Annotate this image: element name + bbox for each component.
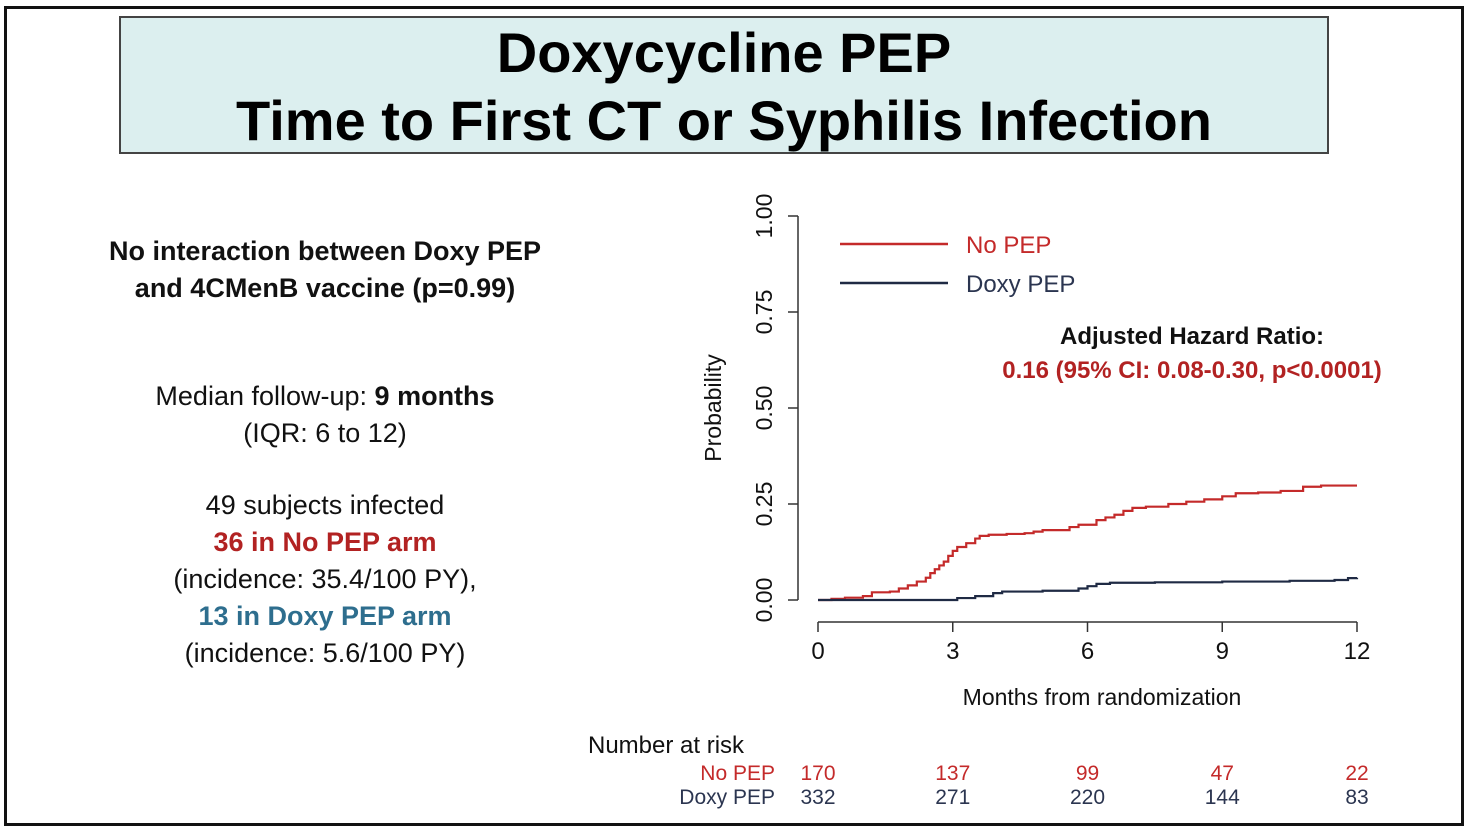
series-line-doxy-pep (818, 577, 1359, 602)
x-tick-label: 9 (1216, 638, 1229, 665)
risk-value-doxy-pep: 144 (1205, 786, 1240, 809)
x-tick-label: 3 (946, 638, 959, 665)
interaction-note: No interaction between Doxy PEP and 4CMe… (70, 233, 580, 307)
followup-value: 9 months (374, 381, 495, 411)
y-axis-label: Probability (700, 354, 726, 462)
title-box: Doxycycline PEP Time to First CT or Syph… (119, 16, 1329, 154)
y-tick-label: 0.00 (751, 578, 777, 623)
hazard-ratio-value: 0.16 (95% CI: 0.08-0.30, p<0.0001) (1002, 357, 1382, 384)
x-tick-label: 6 (1081, 638, 1094, 665)
x-tick-label: 12 (1344, 638, 1371, 665)
followup-iqr: (IQR: 6 to 12) (243, 418, 407, 448)
interaction-line-2: and 4CMenB vaccine (p=0.99) (134, 273, 516, 303)
infected-total: 49 subjects infected (205, 490, 445, 520)
followup-prefix: Median follow-up: (155, 381, 375, 411)
no-pep-count: 36 in No PEP arm (213, 527, 437, 557)
risk-row-label-doxy-pep: Doxy PEP (679, 786, 775, 809)
risk-value-no-pep: 99 (1076, 762, 1099, 785)
doxy-count: 13 in Doxy PEP arm (198, 601, 452, 631)
risk-value-no-pep: 47 (1211, 762, 1234, 785)
risk-value-no-pep: 137 (935, 762, 970, 785)
title-line-2: Time to First CT or Syphilis Infection (236, 89, 1212, 152)
risk-value-no-pep: 170 (800, 762, 835, 785)
y-tick-label: 0.25 (751, 482, 777, 527)
risk-value-doxy-pep: 83 (1345, 786, 1368, 809)
risk-value-doxy-pep: 220 (1070, 786, 1105, 809)
x-tick-label: 0 (811, 638, 824, 665)
legend-label-doxy-pep: Doxy PEP (966, 271, 1075, 298)
title-line-1: Doxycycline PEP (496, 21, 952, 84)
infected-block: 49 subjects infected 36 in No PEP arm (i… (70, 487, 580, 672)
axes: 0.00 0.25 0.50 0.75 1.00 0 3 6 9 12 (751, 194, 1370, 665)
interaction-line-1: No interaction between Doxy PEP (108, 236, 542, 266)
no-pep-incidence: (incidence: 35.4/100 PY), (173, 564, 477, 594)
doxy-incidence: (incidence: 5.6/100 PY) (184, 638, 466, 668)
hazard-ratio-label: Adjusted Hazard Ratio: (1060, 323, 1324, 350)
followup-line: Median follow-up: 9 months (70, 378, 580, 415)
y-tick-label: 1.00 (751, 194, 777, 239)
series-layer (818, 484, 1359, 602)
y-tick-label: 0.50 (751, 386, 777, 431)
risk-row-label-no-pep: No PEP (700, 762, 775, 785)
risk-values: 170 137 99 47 22 332 271 220 144 83 (800, 762, 1368, 809)
risk-value-doxy-pep: 332 (800, 786, 835, 809)
y-tick-label: 0.75 (751, 290, 777, 335)
risk-value-doxy-pep: 271 (935, 786, 970, 809)
legend-label-no-pep: No PEP (966, 232, 1051, 259)
followup-block: Median follow-up: 9 months (IQR: 6 to 12… (70, 378, 580, 452)
series-line-no-pep (818, 484, 1357, 602)
x-axis-label: Months from randomization (963, 684, 1242, 710)
risk-value-no-pep: 22 (1345, 762, 1368, 785)
risk-table-header: Number at risk (588, 732, 745, 759)
